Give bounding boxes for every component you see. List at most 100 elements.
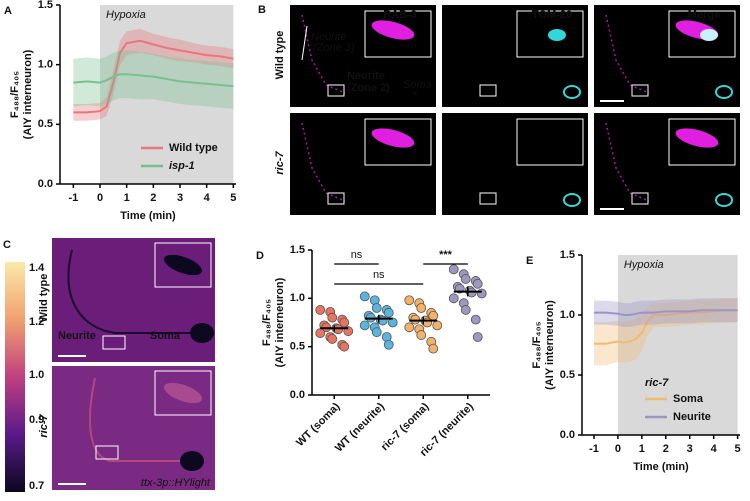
soma-label: Soma bbox=[150, 330, 181, 342]
legend-label: Soma bbox=[673, 393, 704, 405]
pointer bbox=[301, 25, 308, 61]
inset-box bbox=[516, 10, 584, 58]
neurite bbox=[301, 14, 346, 94]
soma bbox=[563, 85, 581, 99]
data-point bbox=[472, 332, 483, 342]
colorbar-label: 0.7 bbox=[29, 480, 44, 492]
x-tick-label: WT (soma) bbox=[294, 400, 342, 448]
micrograph bbox=[594, 113, 740, 215]
data-point bbox=[315, 328, 326, 339]
y-tick-label: 1.5 bbox=[290, 244, 305, 256]
data-point bbox=[428, 343, 439, 354]
y-axis-note: (AIY interneuron) bbox=[22, 49, 34, 139]
inset-box bbox=[364, 10, 432, 58]
y-axis-note: (AIY interneuron) bbox=[544, 300, 556, 390]
micrograph bbox=[442, 113, 588, 215]
panel-label: A bbox=[4, 5, 12, 17]
y-axis-note: (AIY interneuron) bbox=[274, 277, 286, 367]
shaded-label: Hypoxia bbox=[624, 259, 664, 271]
data-point bbox=[339, 341, 350, 352]
data-point bbox=[470, 314, 481, 325]
roi-box bbox=[631, 192, 649, 205]
data-point bbox=[416, 330, 427, 340]
zone2-label: (Zone 2) bbox=[347, 82, 390, 94]
series-line bbox=[73, 73, 234, 88]
x-tick-label: 3 bbox=[177, 192, 183, 204]
roi-box bbox=[327, 192, 345, 205]
shaded-label: Hypoxia bbox=[106, 9, 146, 21]
y-tick-label: 0.5 bbox=[560, 369, 575, 381]
legend-label: Neurite bbox=[673, 411, 711, 423]
roi-box bbox=[479, 192, 497, 205]
data-point bbox=[371, 327, 382, 338]
legend-title: ric-7 bbox=[645, 377, 669, 389]
error-band bbox=[593, 298, 738, 327]
y-axis-label: F₄₈₈/F₄₀₅ bbox=[261, 299, 273, 346]
significance: ns bbox=[351, 249, 363, 261]
roi-box bbox=[479, 84, 497, 97]
soma bbox=[715, 193, 733, 207]
data-point bbox=[432, 320, 443, 331]
row-label: ric-7 bbox=[274, 151, 286, 175]
inset-signal bbox=[675, 128, 719, 148]
error-band bbox=[593, 298, 738, 366]
significance: ns bbox=[373, 269, 385, 281]
zone3-label: Neurite bbox=[311, 31, 346, 43]
data-point bbox=[460, 305, 471, 315]
inset-signal bbox=[371, 20, 415, 40]
data-point bbox=[383, 307, 394, 318]
data-point bbox=[339, 317, 350, 328]
roi-box bbox=[631, 84, 649, 97]
data-point bbox=[416, 303, 427, 313]
soma-star: * bbox=[202, 332, 207, 344]
data-point bbox=[460, 274, 471, 284]
x-tick-label: 5 bbox=[230, 192, 236, 204]
legend-label: Wild type bbox=[169, 142, 218, 154]
x-tick-label: 5 bbox=[735, 443, 741, 455]
x-tick-label: 1 bbox=[639, 443, 645, 455]
data-point bbox=[327, 312, 338, 323]
x-tick-label: 1 bbox=[124, 192, 130, 204]
data-point bbox=[315, 305, 326, 315]
data-point bbox=[377, 315, 388, 326]
neurite-label: Neurite bbox=[58, 330, 96, 342]
data-point bbox=[371, 303, 382, 313]
micrograph bbox=[290, 113, 436, 215]
data-point bbox=[422, 317, 433, 328]
y-tick-label: 1.0 bbox=[290, 292, 305, 304]
x-tick-label: -1 bbox=[589, 443, 599, 455]
x-tick-label: 4 bbox=[711, 443, 718, 455]
row-label: Wild type bbox=[38, 274, 50, 323]
significance: *** bbox=[439, 249, 453, 261]
roi-box bbox=[95, 445, 119, 460]
micrograph bbox=[290, 5, 436, 107]
soma bbox=[715, 85, 733, 99]
inset-mito bbox=[548, 29, 566, 41]
colorbar-label: 1.4 bbox=[29, 262, 45, 274]
neurite bbox=[605, 14, 650, 94]
x-tick-label: 0 bbox=[97, 192, 103, 204]
y-tick-label: 0.0 bbox=[290, 389, 305, 401]
data-point bbox=[327, 334, 338, 344]
series-line bbox=[593, 309, 738, 316]
neurite bbox=[67, 249, 195, 334]
zone3-label: (Zone 3) bbox=[313, 42, 355, 54]
reporter-label: ttx-3p::HYlight bbox=[141, 477, 211, 489]
data-point bbox=[404, 322, 415, 333]
y-tick-label: 0.5 bbox=[290, 341, 305, 353]
panel-label: B bbox=[258, 4, 266, 16]
colorbar-label: 1.2 bbox=[29, 316, 44, 328]
x-axis-label: Time (min) bbox=[633, 461, 689, 473]
inset-box bbox=[516, 118, 584, 166]
y-tick-label: 0.0 bbox=[560, 429, 575, 441]
data-point bbox=[448, 293, 459, 304]
channel-label: RAB-3 bbox=[383, 9, 417, 21]
x-tick-label: 0 bbox=[615, 443, 621, 455]
data-point bbox=[359, 291, 370, 302]
inset-signal bbox=[164, 382, 202, 404]
micrograph bbox=[52, 238, 215, 362]
colorbar-label: 0.9 bbox=[29, 414, 44, 426]
y-axis-label: F₄₈₈/F₄₀₅ bbox=[9, 71, 21, 118]
legend-label: isp-1 bbox=[169, 160, 195, 172]
